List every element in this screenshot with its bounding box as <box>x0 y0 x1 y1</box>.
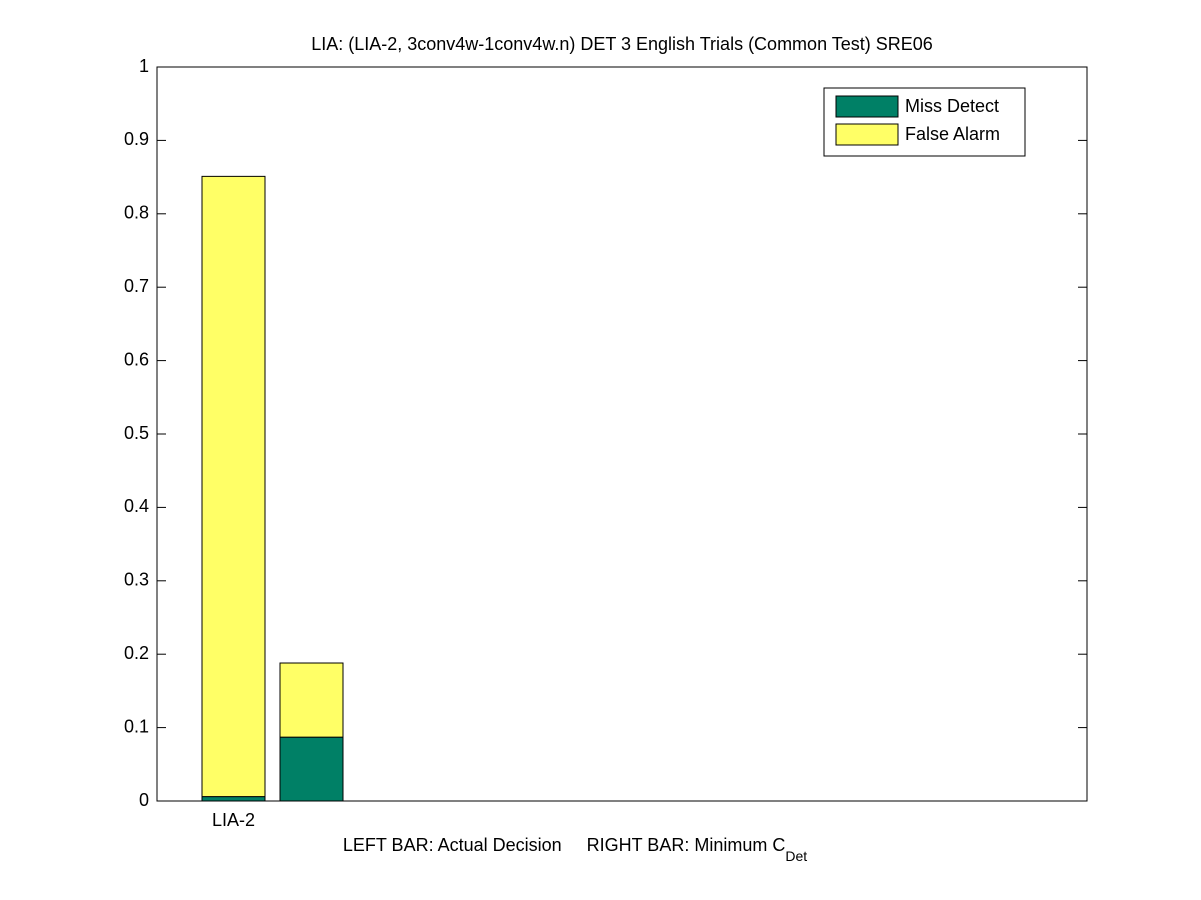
y-tick-label: 0.5 <box>124 423 149 443</box>
y-tick-label: 0 <box>139 790 149 810</box>
bar-segment <box>279 736 344 802</box>
y-tick-label: 1 <box>139 56 149 76</box>
y-tick-label: 0.2 <box>124 643 149 663</box>
chart-title: LIA: (LIA-2, 3conv4w-1conv4w.n) DET 3 En… <box>311 34 933 54</box>
plot-frame <box>156 66 1088 802</box>
bar-segment <box>201 796 266 802</box>
bar-segment <box>279 662 344 738</box>
legend-label: Miss Detect <box>905 96 999 116</box>
y-tick-label: 0.9 <box>124 129 149 149</box>
legend-swatch <box>835 123 899 146</box>
x-axis-label-main: LEFT BAR: Actual Decision RIGHT BAR: Min… <box>343 835 785 855</box>
y-tick-label: 0.4 <box>124 496 149 516</box>
x-tick-label: LIA-2 <box>212 810 255 830</box>
y-tick-label: 0.1 <box>124 716 149 736</box>
legend-swatch <box>835 95 899 118</box>
y-tick-label: 0.3 <box>124 570 149 590</box>
x-axis-label-subscript: Det <box>785 848 807 864</box>
legend-label: False Alarm <box>905 124 1000 144</box>
y-tick-label: 0.7 <box>124 276 149 296</box>
y-tick-label: 0.6 <box>124 349 149 369</box>
y-tick-label: 0.8 <box>124 203 149 223</box>
x-axis-label: LEFT BAR: Actual Decision RIGHT BAR: Min… <box>343 835 807 864</box>
bar-segment <box>201 175 266 798</box>
